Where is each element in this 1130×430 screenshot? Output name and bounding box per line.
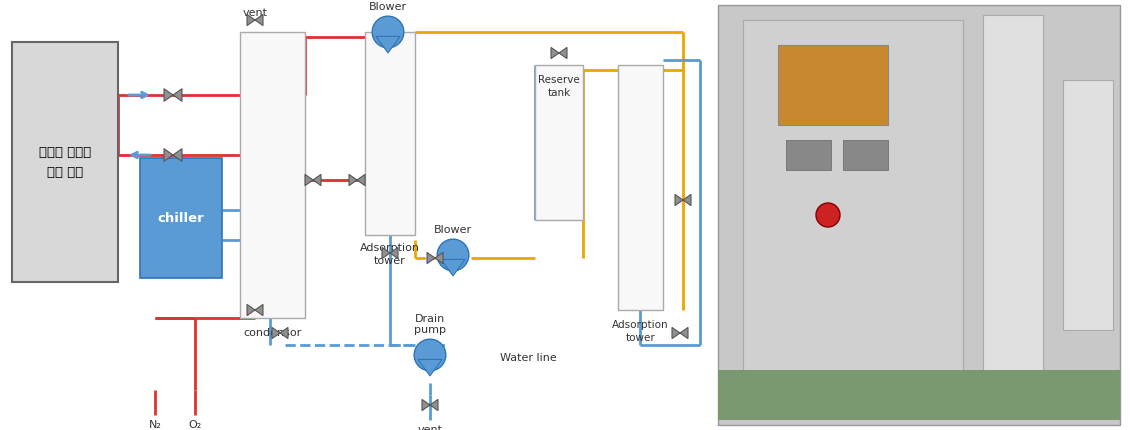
Polygon shape: [421, 399, 438, 411]
Bar: [744, 20, 963, 400]
Text: Adsorption
tower: Adsorption tower: [360, 243, 420, 266]
Polygon shape: [382, 247, 398, 258]
Bar: [534, 65, 583, 220]
Polygon shape: [164, 89, 182, 101]
Text: Reserve
tank: Reserve tank: [538, 75, 580, 98]
Bar: [777, 45, 888, 125]
Text: 방사성 폐기물
처리 장치: 방사성 폐기물 처리 장치: [38, 145, 92, 178]
Bar: [140, 158, 221, 278]
Text: N₂: N₂: [148, 420, 162, 430]
Polygon shape: [418, 359, 442, 376]
Polygon shape: [247, 304, 263, 316]
Text: Blower: Blower: [368, 2, 407, 12]
Text: Drain
pump: Drain pump: [414, 313, 446, 335]
Polygon shape: [305, 175, 321, 186]
Polygon shape: [349, 175, 365, 186]
Text: vent: vent: [243, 8, 268, 18]
Bar: [786, 140, 831, 170]
Polygon shape: [441, 259, 466, 276]
Circle shape: [372, 16, 403, 48]
Bar: [365, 32, 415, 235]
Text: chiller: chiller: [157, 212, 205, 224]
Circle shape: [816, 203, 840, 227]
Polygon shape: [551, 47, 567, 58]
Polygon shape: [376, 37, 400, 53]
Text: Adsorption
tower: Adsorption tower: [612, 320, 669, 343]
Text: Water line: Water line: [499, 353, 557, 363]
Polygon shape: [675, 194, 692, 206]
Circle shape: [437, 239, 469, 271]
Text: condensor: condensor: [243, 328, 302, 338]
Bar: [618, 65, 663, 310]
Polygon shape: [272, 327, 288, 338]
Bar: [718, 370, 1120, 420]
Polygon shape: [247, 14, 263, 26]
Text: vent: vent: [417, 425, 443, 430]
Bar: [1063, 80, 1113, 330]
Bar: [240, 32, 305, 318]
Text: Blower: Blower: [434, 225, 472, 235]
Bar: [983, 15, 1043, 385]
Text: O₂: O₂: [189, 420, 201, 430]
Polygon shape: [427, 252, 443, 264]
Bar: [718, 5, 1120, 425]
Polygon shape: [672, 327, 688, 338]
Bar: [843, 140, 888, 170]
Polygon shape: [164, 149, 182, 161]
Bar: [12, 42, 118, 282]
Circle shape: [415, 339, 446, 371]
